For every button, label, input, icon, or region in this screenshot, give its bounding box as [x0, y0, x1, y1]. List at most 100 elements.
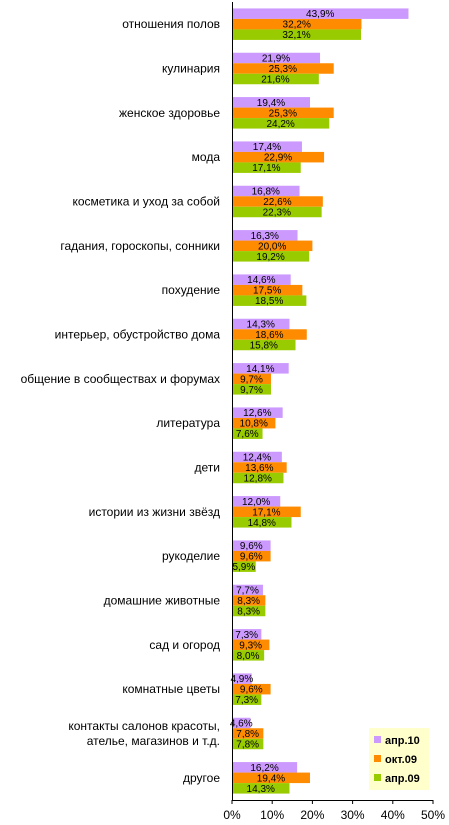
data-label: 19,4% [257, 773, 285, 784]
bar [232, 295, 307, 306]
bar [232, 29, 362, 40]
bar [232, 639, 270, 651]
legend-label: апр.09 [385, 773, 420, 785]
bar [232, 462, 287, 473]
category-label: косметика и уход за собой [72, 195, 220, 209]
bar [232, 162, 301, 173]
bar [232, 384, 271, 395]
data-label: 22,9% [264, 153, 292, 164]
data-label: 4,6% [230, 719, 253, 730]
legend-swatch [374, 755, 381, 762]
data-label: 17,1% [252, 163, 280, 174]
legend-swatch [374, 774, 381, 781]
category-label: мода [192, 150, 221, 164]
data-label: 32,1% [282, 30, 310, 41]
legend: апр.10 окт.09 апр.09 [369, 728, 429, 790]
data-label: 24,2% [266, 119, 294, 130]
x-tick-label: 20% [300, 808, 324, 822]
data-label: 14,3% [247, 320, 275, 331]
category-label: литература [156, 416, 220, 430]
bar [232, 240, 313, 252]
bar [232, 141, 302, 152]
data-label: 14,6% [247, 275, 275, 286]
data-label: 12,6% [243, 408, 271, 419]
category-label: домашние животные [104, 594, 221, 608]
bar [232, 673, 252, 684]
bar [232, 738, 264, 750]
bar [232, 496, 281, 507]
data-label: 16,2% [250, 763, 278, 774]
bar [232, 683, 271, 695]
bar [232, 107, 334, 119]
bar [232, 206, 322, 218]
data-label: 7,8% [236, 740, 259, 751]
data-label: 18,6% [255, 330, 283, 341]
bar [232, 717, 251, 729]
bar [232, 472, 284, 484]
category-label: женское здоровье [119, 106, 220, 120]
category-label: контакты салонов красоты, ателье, магазин… [68, 719, 220, 748]
data-label: 9,6% [240, 685, 263, 696]
data-label: 7,3% [235, 695, 258, 706]
bar [232, 428, 263, 439]
category-label: похудение [162, 283, 221, 297]
category-label: комнатные цветы [122, 682, 220, 696]
x-tick-label: 30% [341, 808, 365, 822]
bar [232, 8, 409, 19]
category-label: отношения полов [122, 17, 220, 31]
bar [232, 339, 296, 351]
bar [232, 550, 271, 562]
bar [232, 517, 292, 528]
data-label: 17,4% [253, 142, 281, 153]
x-tick-label: 50% [421, 808, 445, 822]
data-label: 19,4% [257, 98, 285, 109]
data-label: 18,5% [255, 296, 283, 307]
data-label: 16,8% [252, 187, 280, 198]
bar [232, 284, 303, 296]
data-label: 17,1% [252, 507, 280, 518]
bar [232, 650, 265, 661]
legend-label: окт.09 [385, 754, 417, 766]
category-label: сад и огород [149, 638, 220, 652]
x-tick-label: 10% [260, 808, 284, 822]
category-label: гадания, гороскопы, сонники [60, 239, 220, 253]
data-label: 21,6% [261, 75, 289, 86]
data-label: 22,6% [263, 197, 291, 208]
bar [232, 63, 334, 74]
data-label: 12,4% [243, 453, 271, 464]
legend-label: апр.10 [385, 735, 420, 747]
category-labels-group: отношения полов кулинария женское здоровье… [21, 17, 221, 785]
data-label: 43,9% [306, 9, 334, 20]
data-label: 9,7% [240, 385, 263, 396]
data-label: 32,2% [283, 20, 311, 31]
bar [232, 451, 282, 463]
bar [232, 251, 310, 262]
data-label: 8,3% [237, 607, 260, 618]
bar [232, 728, 264, 739]
bar [232, 584, 263, 596]
category-label: общение в сообществах и форумах [21, 372, 220, 386]
bar [232, 18, 362, 30]
data-label: 9,3% [239, 640, 262, 651]
bar [232, 540, 271, 551]
data-label: 4,9% [230, 674, 253, 685]
data-label: 20,0% [258, 241, 286, 252]
bar [232, 772, 310, 784]
bars-group [232, 8, 409, 794]
data-label: 12,8% [244, 474, 272, 485]
data-label: 10,8% [240, 419, 268, 430]
bar [232, 373, 271, 385]
bar [232, 329, 307, 340]
data-label: 25,3% [269, 108, 297, 119]
bar [232, 274, 291, 285]
bar [232, 762, 298, 773]
data-label: 21,9% [262, 54, 290, 65]
data-labels-group: 43,9%32,2%32,1%21,9%25,3%21,6%19,4%25,3%… [230, 9, 335, 795]
bar [232, 151, 325, 163]
bar [232, 363, 289, 374]
legend-swatch [374, 736, 381, 743]
data-label: 9,6% [240, 541, 263, 552]
bar [232, 97, 310, 108]
bar [232, 694, 262, 705]
data-label: 17,5% [253, 286, 281, 297]
